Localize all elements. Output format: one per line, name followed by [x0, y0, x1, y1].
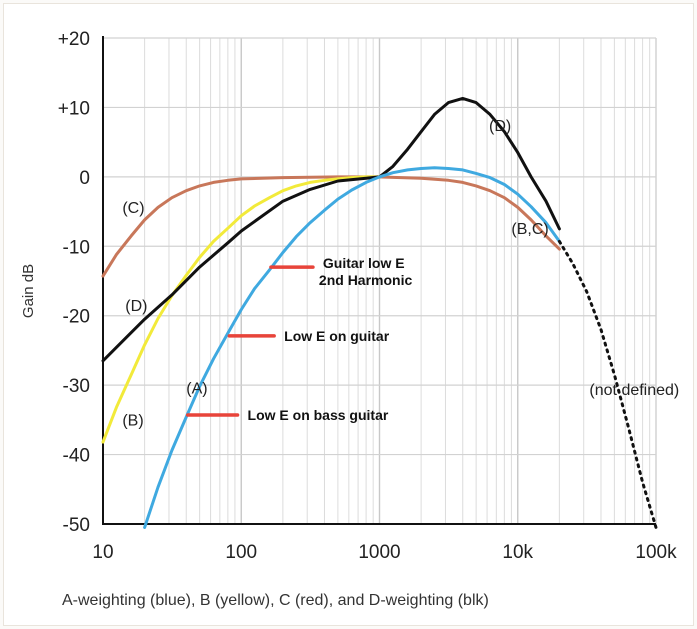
y-tick-label: +10: [58, 98, 90, 119]
chart-caption: A-weighting (blue), B (yellow), C (red),…: [62, 592, 489, 609]
y-tick-label: -30: [63, 376, 90, 397]
curve-label: (A): [186, 380, 207, 397]
curve-label: (D): [489, 118, 511, 135]
chart-panel: +20 +10 0 -10 -20 -30 -40 -50 10 100 1000 10k 100k (…: [3, 3, 694, 626]
curve-label: (B,C): [511, 221, 548, 238]
y-tick-label: -20: [63, 307, 90, 328]
y-tick-label: 0: [79, 168, 90, 189]
curve-label: (D): [125, 298, 147, 315]
x-tick-label: 100: [225, 542, 257, 563]
y-tick-label: -50: [63, 515, 90, 536]
y-axis-title: Gain dB: [20, 264, 37, 318]
curve-c: [101, 175, 561, 278]
y-tick-label: -10: [63, 237, 90, 258]
curve-a: [143, 166, 561, 529]
series-group: [101, 96, 658, 529]
curve-not-defined-extension: [557, 239, 658, 529]
annotation-markers: [185, 265, 315, 417]
curve-b: [101, 175, 381, 444]
curve-label: (C): [122, 200, 144, 217]
annotation-note: 2nd Harmonic: [319, 272, 413, 288]
annotation-note: Low E on bass guitar: [248, 407, 389, 423]
labels-group: (C) (B) (D) (A) (D) (B,C) (not defined) Guitar …: [122, 118, 679, 429]
curve-label: (not defined): [589, 382, 679, 399]
x-tick-label: 10k: [502, 542, 533, 563]
curve-label: (B): [122, 412, 143, 429]
y-tick-label: +20: [58, 29, 90, 50]
x-tick-label: 1000: [358, 542, 400, 563]
annotation-note: Low E on guitar: [284, 328, 390, 344]
x-tick-label: 100k: [635, 542, 677, 563]
curve-d: [101, 96, 561, 363]
y-tick-label: -40: [63, 446, 90, 467]
annotation-note: Guitar low E: [323, 255, 405, 271]
x-tick-label: 10: [92, 542, 113, 563]
